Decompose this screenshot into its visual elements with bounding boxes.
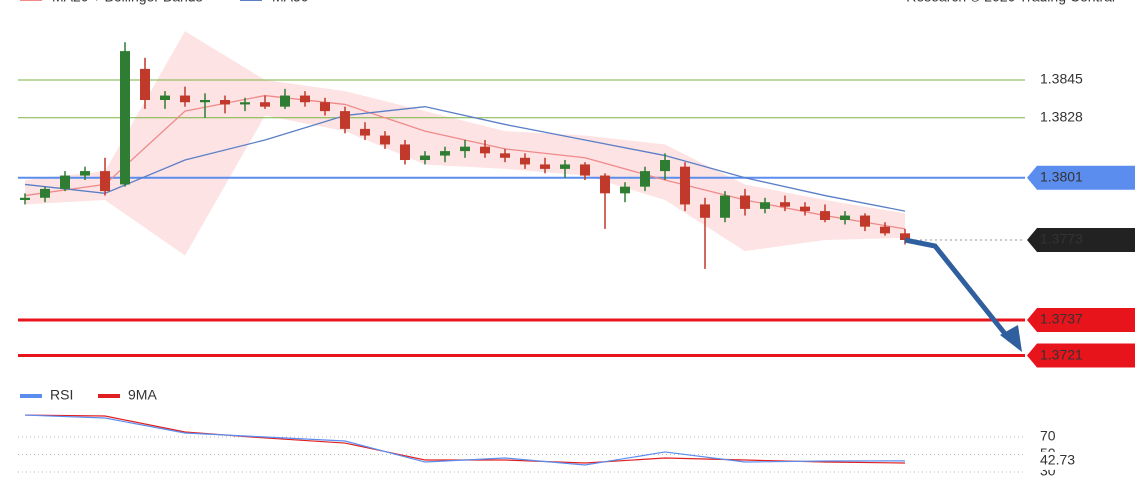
level-label-box — [1027, 343, 1135, 368]
level-label: 1.3828 — [1040, 108, 1083, 124]
moving-average — [24, 106, 906, 212]
level-label-box — [1027, 165, 1135, 190]
candle-body — [280, 95, 290, 107]
candle-body — [140, 68, 150, 100]
candle-body — [480, 146, 490, 154]
candle-body — [720, 195, 730, 218]
candle-body — [440, 151, 450, 156]
candle-body — [400, 144, 410, 160]
level-label: 1.3845 — [1040, 71, 1083, 87]
candle-body — [640, 171, 650, 187]
candle-body — [200, 100, 210, 103]
legend-label: MA50 — [272, 0, 309, 5]
candle-body — [560, 164, 570, 169]
candle-body — [680, 166, 690, 205]
level-label: 1.3737 — [1040, 311, 1083, 327]
level-label-box — [1027, 308, 1135, 332]
candle-body — [660, 160, 670, 172]
last-price-label: 1.3773 — [1040, 231, 1083, 247]
candle-body — [260, 102, 270, 107]
candle-body — [220, 100, 230, 105]
candle-body — [760, 202, 770, 209]
indicator-line — [24, 414, 906, 466]
candle-body — [740, 195, 750, 209]
candle-body — [40, 188, 50, 198]
candle-body — [300, 95, 310, 103]
candle-body — [520, 157, 530, 165]
source: Research © 2020 Trading Central — [906, 0, 1115, 5]
candle-body — [500, 153, 510, 158]
level-label: 1.3801 — [1040, 168, 1083, 184]
y-tick-label: 70 — [1040, 428, 1056, 444]
indicator-line — [24, 414, 906, 464]
rsi-label-bg — [1036, 451, 1088, 470]
candle-body — [600, 175, 610, 194]
candle-body — [360, 128, 370, 136]
forecast-arrow-head — [1000, 325, 1022, 352]
candle-body — [540, 164, 550, 169]
candle-body — [20, 197, 30, 200]
candle-body — [160, 95, 170, 100]
candle-body — [120, 51, 130, 185]
candle-body — [240, 102, 250, 105]
candle-body — [800, 206, 810, 212]
last-price-box — [1027, 228, 1135, 252]
legend-label: 9MA — [128, 387, 157, 403]
candle-body — [700, 204, 710, 218]
candle-body — [780, 202, 790, 207]
legend-label: MA20 + Bollinger Bands — [52, 0, 203, 5]
candle-body — [60, 175, 70, 189]
candle-body — [320, 102, 330, 112]
candle-body — [180, 95, 190, 103]
candle-body — [340, 111, 350, 129]
candle-body — [840, 215, 850, 220]
candle-body — [100, 171, 110, 192]
candle-body — [900, 233, 910, 240]
candle-body — [380, 135, 390, 145]
level-label: 1.3721 — [1040, 346, 1083, 362]
candle-body — [820, 211, 830, 220]
candle-body — [620, 186, 630, 194]
candle-body — [880, 226, 890, 234]
candle-body — [580, 164, 590, 176]
forecast-arrow — [904, 237, 1012, 342]
legend-label: RSI — [50, 387, 73, 403]
rsi-label: 42.73 — [1040, 452, 1075, 468]
candle-body — [420, 155, 430, 160]
candle-body — [80, 171, 90, 176]
candle-body — [860, 215, 870, 227]
candle-body — [460, 146, 470, 152]
